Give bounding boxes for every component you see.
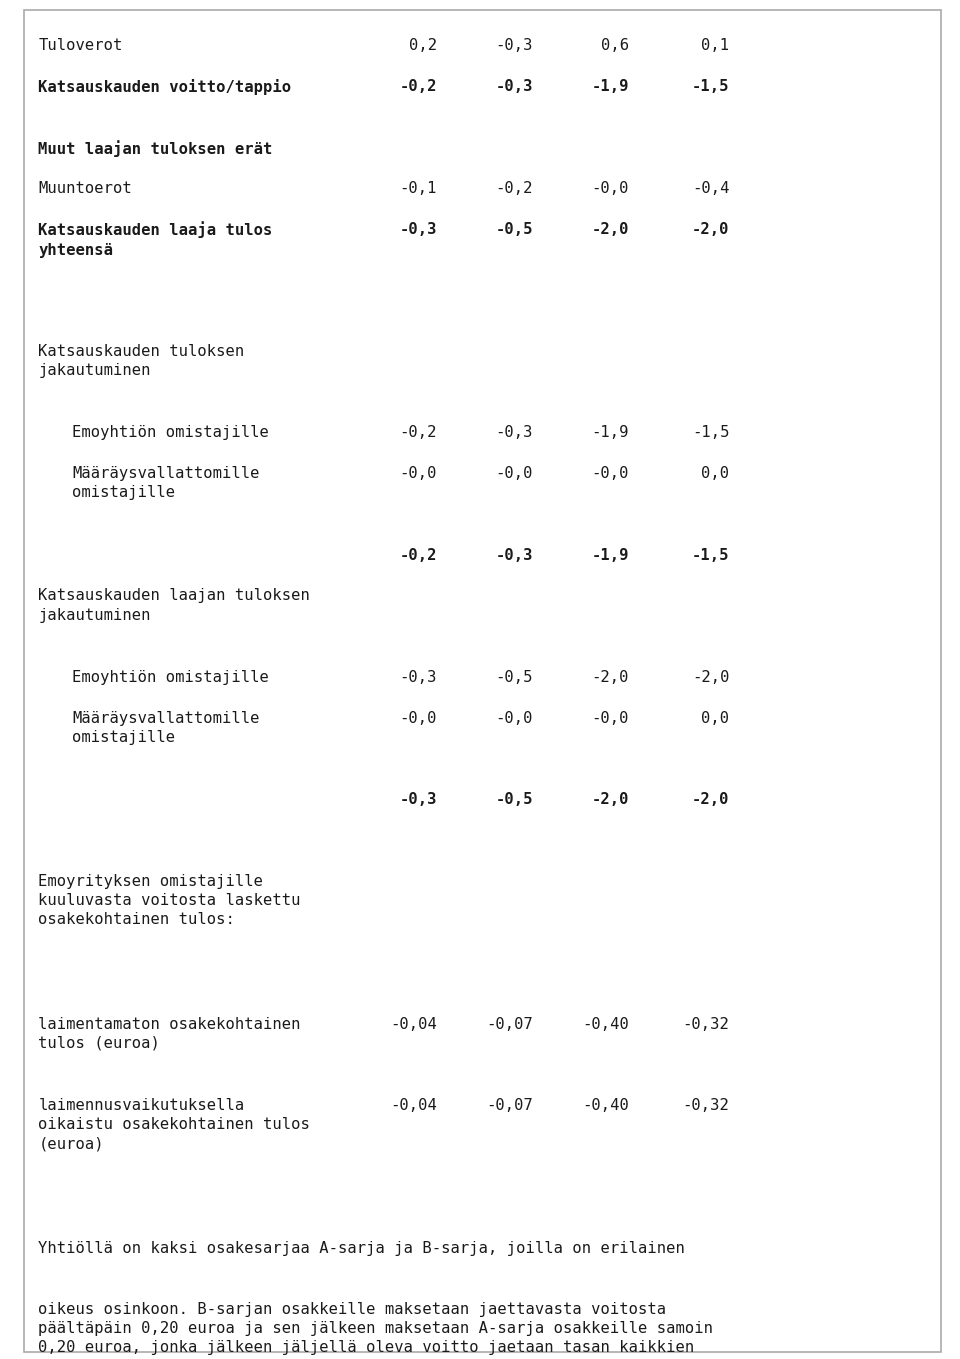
Text: -2,0: -2,0 [692,792,730,807]
Text: -2,0: -2,0 [692,670,730,685]
Text: -0,07: -0,07 [486,1017,533,1031]
Text: -0,0: -0,0 [495,466,533,481]
Text: Katsauskauden laaja tulos
yhteensä: Katsauskauden laaja tulos yhteensä [38,222,273,258]
Text: -0,3: -0,3 [495,425,533,440]
Text: laimentamaton osakekohtainen
tulos (euroa): laimentamaton osakekohtainen tulos (euro… [38,1017,300,1051]
Text: 0,6: 0,6 [601,38,629,53]
FancyBboxPatch shape [24,10,941,1352]
Text: -0,2: -0,2 [495,181,533,196]
Text: -2,0: -2,0 [591,792,629,807]
Text: -0,04: -0,04 [390,1098,437,1113]
Text: -0,2: -0,2 [399,79,437,94]
Text: -0,3: -0,3 [495,548,533,563]
Text: Määräysvallattomille
omistajille: Määräysvallattomille omistajille [72,466,259,500]
Text: Katsauskauden tuloksen
jakautuminen: Katsauskauden tuloksen jakautuminen [38,344,245,378]
Text: -0,0: -0,0 [591,181,629,196]
Text: Katsauskauden voitto/tappio: Katsauskauden voitto/tappio [38,79,292,95]
Text: Määräysvallattomille
omistajille: Määräysvallattomille omistajille [72,711,259,745]
Text: -1,9: -1,9 [591,548,629,563]
Text: Emoyhtiön omistajille: Emoyhtiön omistajille [72,670,269,685]
Text: Emoyrityksen omistajille
kuuluvasta voitosta laskettu
osakekohtainen tulos:: Emoyrityksen omistajille kuuluvasta voit… [38,874,300,927]
Text: -1,5: -1,5 [692,79,730,94]
Text: -0,3: -0,3 [495,79,533,94]
Text: -0,4: -0,4 [692,181,730,196]
Text: -1,5: -1,5 [692,548,730,563]
Text: -0,1: -0,1 [399,181,437,196]
Text: -0,0: -0,0 [495,711,533,726]
Text: -0,04: -0,04 [390,1017,437,1031]
Text: -0,0: -0,0 [591,711,629,726]
Text: -1,9: -1,9 [591,425,629,440]
Text: -0,2: -0,2 [399,548,437,563]
Text: laimennusvaikutuksella
oikaistu osakekohtainen tulos
(euroa): laimennusvaikutuksella oikaistu osakekoh… [38,1098,310,1151]
Text: -0,40: -0,40 [582,1017,629,1031]
Text: -0,3: -0,3 [399,222,437,236]
Text: -0,3: -0,3 [399,792,437,807]
Text: -2,0: -2,0 [591,222,629,236]
Text: -0,2: -0,2 [399,425,437,440]
Text: -0,40: -0,40 [582,1098,629,1113]
Text: Muuntoerot: Muuntoerot [38,181,132,196]
Text: -0,32: -0,32 [683,1098,730,1113]
Text: -0,0: -0,0 [399,466,437,481]
Text: -0,3: -0,3 [399,670,437,685]
Text: -2,0: -2,0 [692,222,730,236]
Text: oikeus osinkoon. B-sarjan osakkeille maksetaan jaettavasta voitosta
päältäpäin 0: oikeus osinkoon. B-sarjan osakkeille mak… [38,1302,713,1359]
Text: -0,5: -0,5 [495,792,533,807]
Text: Katsauskauden laajan tuloksen
jakautuminen: Katsauskauden laajan tuloksen jakautumin… [38,588,310,622]
Text: Yhtiöllä on kaksi osakesarjaa A-sarja ja B-sarja, joilla on erilainen: Yhtiöllä on kaksi osakesarjaa A-sarja ja… [38,1241,685,1256]
Text: -0,0: -0,0 [591,466,629,481]
Text: Muut laajan tuloksen erät: Muut laajan tuloksen erät [38,140,273,156]
Text: -0,0: -0,0 [399,711,437,726]
Text: -2,0: -2,0 [591,670,629,685]
Text: -1,9: -1,9 [591,79,629,94]
Text: 0,0: 0,0 [702,711,730,726]
Text: -0,5: -0,5 [495,222,533,236]
Text: 0,1: 0,1 [702,38,730,53]
Text: -1,5: -1,5 [692,425,730,440]
Text: 0,0: 0,0 [702,466,730,481]
Text: 0,2: 0,2 [409,38,437,53]
Text: Tuloverot: Tuloverot [38,38,123,53]
Text: -0,3: -0,3 [495,38,533,53]
Text: -0,32: -0,32 [683,1017,730,1031]
Text: Emoyhtiön omistajille: Emoyhtiön omistajille [72,425,269,440]
Text: -0,07: -0,07 [486,1098,533,1113]
Text: -0,5: -0,5 [495,670,533,685]
